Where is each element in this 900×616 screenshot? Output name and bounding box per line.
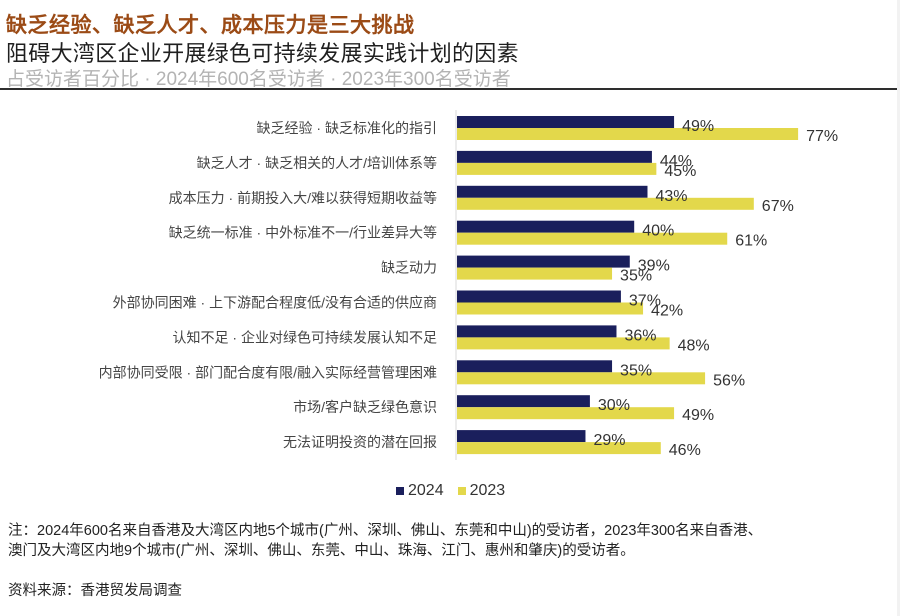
bar-2023 [457, 337, 670, 350]
legend-swatch-2024 [396, 487, 404, 495]
data-label-2024: 44% [660, 153, 692, 170]
bar-2024 [457, 255, 630, 268]
data-label-2024: 43% [655, 188, 687, 205]
bar-2023 [457, 162, 657, 175]
bars [457, 116, 799, 455]
category-label: 缺乏人才 · 缺乏相关的人才/培训体系等 [197, 155, 437, 171]
bar-2023 [457, 442, 661, 455]
bar-2023 [457, 302, 644, 315]
bar-2023 [457, 197, 754, 210]
bar-2024 [457, 430, 586, 443]
legend-label-2024: 2024 [408, 482, 444, 499]
bar-2024 [457, 360, 613, 373]
bar-2024 [457, 395, 590, 408]
bar-2024 [457, 290, 621, 303]
category-label: 外部协同困难 · 上下游配合程度低/没有合适的供应商 [113, 295, 437, 311]
data-label-2023: 49% [682, 407, 714, 424]
legend-label-2023: 2023 [469, 482, 506, 499]
data-label-2023: 61% [735, 233, 767, 250]
bar-2023 [457, 372, 706, 385]
footnote: 注：2024年600名来自香港及大湾区内地5个城市(广州、深圳、佛山、东莞和中山… [8, 521, 762, 561]
data-label-2023: 67% [762, 198, 794, 215]
data-label-2024: 40% [642, 223, 674, 240]
data-label-2024: 39% [638, 258, 670, 275]
category-label: 无法证明投资的潜在回报 [283, 434, 437, 450]
category-label: 内部协同受限 · 部门配合度有限/融入实际经营管理困难 [99, 364, 437, 380]
legend-swatch-2023 [457, 487, 466, 495]
bar-2023 [457, 232, 728, 245]
bar-2024 [457, 220, 635, 233]
category-label: 缺乏统一标准 · 中外标准不一/行业差异大等 [169, 225, 437, 241]
category-label: 成本压力 · 前期投入大/难以获得短期收益等 [169, 190, 437, 206]
data-label-2023: 42% [651, 303, 683, 320]
header-divider [0, 88, 898, 90]
bar-2023 [457, 407, 675, 420]
source-note: 资料来源：香港贸发局调查 [8, 583, 182, 599]
legend: 2024 2023 [396, 482, 519, 500]
data-label-2023: 35% [620, 268, 652, 285]
data-label-2024: 35% [620, 362, 652, 379]
data-label-2023: 45% [664, 163, 696, 180]
bar-2024 [457, 116, 675, 128]
data-label-2023: 48% [678, 337, 710, 354]
data-label-2024: 36% [624, 327, 656, 344]
category-label: 市场/客户缺乏绿色意识 [293, 399, 437, 415]
data-label-2024: 49% [682, 118, 714, 135]
chart-caption: 占受访者百分比 · 2024年600名受访者 · 2023年300名受访者 [6, 69, 511, 90]
data-label-2023: 46% [669, 442, 701, 459]
bar-2024 [457, 150, 652, 163]
data-label-2024: 29% [593, 432, 625, 449]
category-label: 缺乏经验 · 缺乏标准化的指引 [257, 120, 437, 136]
footnote-line: 澳门及大湾区内地9个城市(广州、深圳、佛山、东莞、中山、珠海、江门、惠州和肇庆)… [8, 543, 635, 559]
footnote-line: 注：2024年600名来自香港及大湾区内地5个城市(广州、深圳、佛山、东莞和中山… [8, 523, 763, 539]
data-label-2024: 30% [598, 397, 630, 414]
data-label-2023: 77% [806, 128, 838, 145]
chart-subtitle: 阻碍大湾区企业开展绿色可持续发展实践计划的因素 [6, 41, 519, 66]
bar-2024 [457, 185, 648, 198]
bar-2024 [457, 325, 617, 338]
data-label-2023: 56% [713, 372, 745, 389]
category-label: 缺乏动力 [381, 260, 437, 276]
data-label-2024: 37% [629, 293, 661, 310]
bar-2023 [457, 267, 613, 280]
bar-2023 [457, 128, 799, 140]
page-edge [897, 0, 900, 616]
chart-headline: 缺乏经验、缺乏人才、成本压力是三大挑战 [6, 14, 415, 37]
value-labels: 49%77%44%45%43%67%40%61%39%35%37%42%36%4… [593, 118, 838, 459]
legend-item-2023: 2023 [457, 482, 506, 500]
legend-item-2024: 2024 [396, 482, 444, 500]
category-label: 认知不足 · 企业对绿色可持续发展认知不足 [173, 329, 437, 345]
